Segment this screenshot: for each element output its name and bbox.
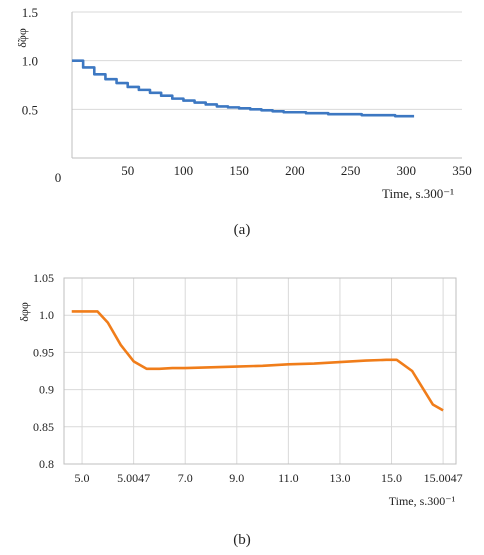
chart-b-series-line [71,310,444,412]
chart-b-y-tick-label: 0.9 [39,383,54,397]
chart-b-y-label: δφφ [17,302,31,322]
chart-b-series [71,310,444,412]
chart-b-y-tick-label: 0.8 [39,457,54,471]
chart-b-x-tick-label: 7.0 [178,471,193,485]
chart-b-tick-labels: 0.8 0.85 0.9 0.95 1.0 1.05 5.0 5.0047 7.0 9.0 11.0… [33,271,463,485]
chart-b-x-tick-label: 11.0 [278,471,299,485]
chart-a-x-tick-label: 100 [174,163,194,178]
chart-a-axes [71,12,462,159]
chart-a-grid [72,11,462,110]
chart-a-series [72,59,415,118]
chart-b-plot-frame [63,277,457,465]
figure-a: 0.5 1.0 1.5 0 50 100 150 200 250 300 350 δ̃φφ Time… [0,0,484,240]
chart-b-y-tick-label: 0.85 [33,420,54,434]
chart-a-y-tick-label: 0.5 [22,102,38,117]
chart-a-x-tick-label: 0 [55,170,62,185]
chart-a-x-label: Time, s.300⁻¹ [382,186,454,201]
chart-b-x-tick-label: 5.0047 [117,471,150,485]
chart-b-caption: (b) [233,532,251,548]
chart-a-y-tick-label: 1.5 [22,5,38,20]
chart-a: 0.5 1.0 1.5 0 50 100 150 200 250 300 350 δ̃φφ Time… [15,5,472,238]
chart-a-y-label: δ̃φφ [15,28,29,48]
chart-b-x-tick-label: 15.0 [381,471,402,485]
chart-a-y-tick-label: 1.0 [22,54,38,69]
chart-a-x-tick-label: 200 [285,163,305,178]
chart-b-y-tick-label: 1.05 [33,271,54,285]
chart-a-caption: (a) [234,222,251,238]
chart-a-x-tick-label: 350 [452,163,472,178]
chart-a-x-tick-label: 250 [341,163,361,178]
chart-b-x-tick-label: 9.0 [229,471,244,485]
chart-a-x-tick-label: 150 [229,163,249,178]
chart-b-x-tick-label: 15.0047 [424,471,463,485]
chart-a-x-tick-label: 50 [121,163,134,178]
chart-b-grid [64,277,456,465]
figure-b: 0.8 0.85 0.9 0.95 1.0 1.05 5.0 5.0047 7.0 9.0 11.0… [0,255,484,550]
chart-a-tick-labels: 0.5 1.0 1.5 0 50 100 150 200 250 300 350 [22,5,472,185]
chart-b-x-label: Time, s.300⁻¹ [389,494,456,508]
chart-b-x-tick-label: 5.0 [75,471,90,485]
chart-a-x-tick-label: 300 [397,163,417,178]
chart-b: 0.8 0.85 0.9 0.95 1.0 1.05 5.0 5.0047 7.0 9.0 11.0… [17,271,463,548]
chart-b-axes [63,277,457,465]
chart-a-series-line [72,59,415,118]
chart-b-y-tick-label: 0.95 [33,345,54,359]
chart-b-y-tick-label: 1.0 [39,308,54,322]
chart-b-x-tick-label: 13.0 [329,471,350,485]
